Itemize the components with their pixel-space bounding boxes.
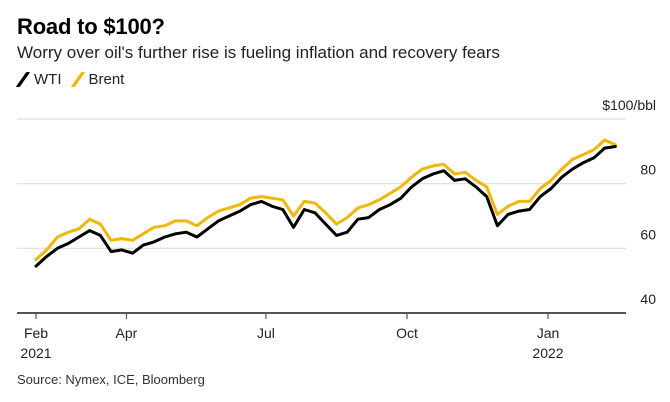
x-tick-year-2021: 2021 [20, 345, 51, 361]
series-line-brent [34, 138, 617, 262]
chart-title: Road to $100? [17, 14, 165, 39]
y-tick-label-40: 40 [640, 291, 656, 307]
x-tick-label-oct: Oct [396, 325, 418, 341]
legend-label-brent: Brent [88, 71, 125, 88]
legend-item-brent: Brent [70, 71, 125, 88]
series-lines [34, 138, 617, 268]
x-axis: Feb 2021 Apr Jul Oct Jan 2022 [20, 313, 564, 361]
legend-label-wti: WTI [34, 71, 62, 88]
x-tick-label-jul: Jul [257, 325, 275, 341]
legend-item-wti: WTI [15, 71, 62, 88]
gridlines [17, 118, 626, 314]
x-tick-label-apr: Apr [116, 325, 138, 341]
x-tick-year-2022: 2022 [532, 345, 563, 361]
legend: WTI Brent [15, 71, 134, 88]
y-tick-label-60: 60 [640, 226, 656, 242]
series-line-wti [34, 145, 617, 268]
y-tick-label-80: 80 [640, 162, 656, 178]
x-tick-label-jan: Jan [537, 325, 560, 341]
x-tick-label-feb: Feb [24, 325, 48, 341]
y-axis-labels: $100/bbl 80 60 40 [602, 97, 656, 307]
y-tick-label-100: $100/bbl [602, 97, 656, 113]
chart-subtitle: Worry over oil's further rise is fueling… [17, 43, 500, 62]
source-note: Source: Nymex, ICE, Bloomberg [17, 372, 205, 387]
